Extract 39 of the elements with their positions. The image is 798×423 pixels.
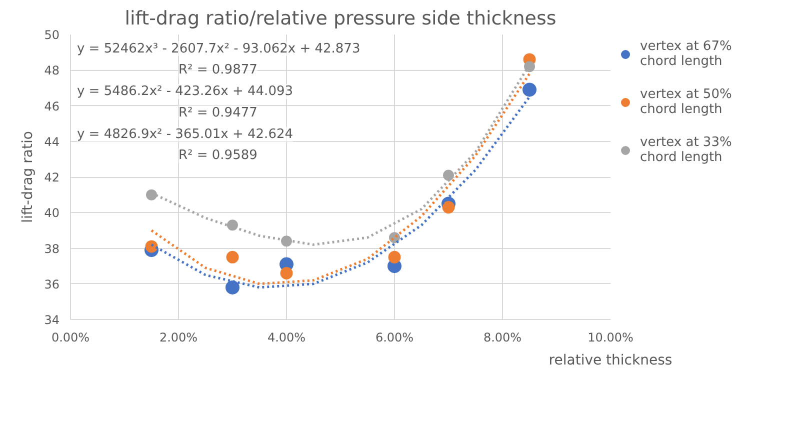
annotation: y = 5486.2x² - 423.26x + 44.093 bbox=[76, 84, 294, 99]
x-tick-label: 10.00% bbox=[588, 330, 634, 344]
point bbox=[522, 82, 536, 97]
point bbox=[226, 250, 239, 264]
y-tick-label: 34 bbox=[44, 313, 60, 327]
y-tick-label: 36 bbox=[44, 277, 60, 292]
y-tick-label: 50 bbox=[44, 28, 60, 42]
x-axis-title: relative thickness bbox=[548, 352, 672, 368]
annotation: y = 4826.9x² - 365.01x + 42.624 bbox=[76, 126, 294, 142]
point bbox=[442, 201, 455, 214]
annotation: R² = 0.9877 bbox=[178, 62, 258, 78]
point bbox=[443, 170, 454, 181]
y-tick-label: 48 bbox=[44, 64, 60, 78]
point bbox=[280, 266, 293, 280]
x-tick-label: 8.00% bbox=[483, 330, 522, 344]
point bbox=[388, 250, 401, 264]
y-tick-label: 38 bbox=[44, 242, 60, 256]
y-tick-label: 44 bbox=[44, 134, 60, 149]
annotation: y = 52462x³ - 2607.7x² - 93.062x + 42.873 bbox=[76, 41, 360, 56]
annotation: R² = 0.9589 bbox=[178, 148, 258, 164]
point bbox=[227, 220, 238, 231]
point bbox=[146, 189, 157, 200]
x-tick-label: 2.00% bbox=[159, 330, 198, 344]
point bbox=[281, 236, 292, 247]
point bbox=[226, 280, 240, 294]
y-tick-label: 46 bbox=[44, 99, 60, 114]
x-tick-label: 0.00% bbox=[51, 330, 90, 344]
point bbox=[524, 61, 535, 72]
chart-title: lift-drag ratio/relative pressure side thickness bbox=[124, 8, 556, 30]
legend-label: vertex at 50% chord length bbox=[640, 87, 733, 117]
y-axis-title: lift-drag ratio bbox=[20, 131, 36, 223]
y-tick-label: 40 bbox=[44, 206, 60, 220]
y-tick-label: 42 bbox=[44, 170, 60, 184]
annotation: R² = 0.9477 bbox=[178, 105, 258, 120]
point bbox=[145, 240, 158, 253]
x-tick-label: 4.00% bbox=[267, 330, 306, 344]
x-tick-label: 6.00% bbox=[375, 330, 414, 344]
legend-label: vertex at 33% chord length bbox=[640, 135, 733, 165]
legend-label: vertex at 67% chord length bbox=[640, 39, 733, 69]
